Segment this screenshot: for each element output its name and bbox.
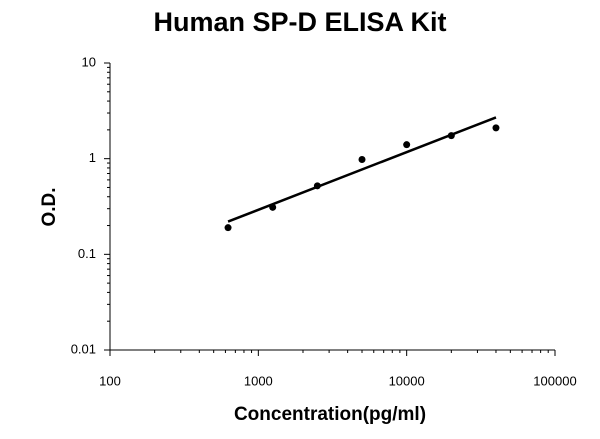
y-axis-label: O.D. xyxy=(39,187,60,226)
y-tick-label: 10 xyxy=(82,54,96,69)
chart-title: Human SP-D ELISA Kit xyxy=(153,7,446,37)
data-point xyxy=(224,224,232,232)
y-tick-label: 0.1 xyxy=(78,246,96,261)
x-tick-label: 100000 xyxy=(533,373,576,388)
x-tick-label: 100 xyxy=(99,373,121,388)
fit-line xyxy=(227,116,497,223)
x-axis-label: Concentration(pg/ml) xyxy=(234,404,426,425)
data-point xyxy=(358,156,366,164)
data-point xyxy=(492,124,500,132)
y-tick-label: 1 xyxy=(89,150,96,165)
x-tick-label: 1000 xyxy=(244,373,273,388)
x-tick-label: 10000 xyxy=(389,373,425,388)
data-point xyxy=(403,141,411,149)
y-tick-label: 0.01 xyxy=(71,341,96,356)
